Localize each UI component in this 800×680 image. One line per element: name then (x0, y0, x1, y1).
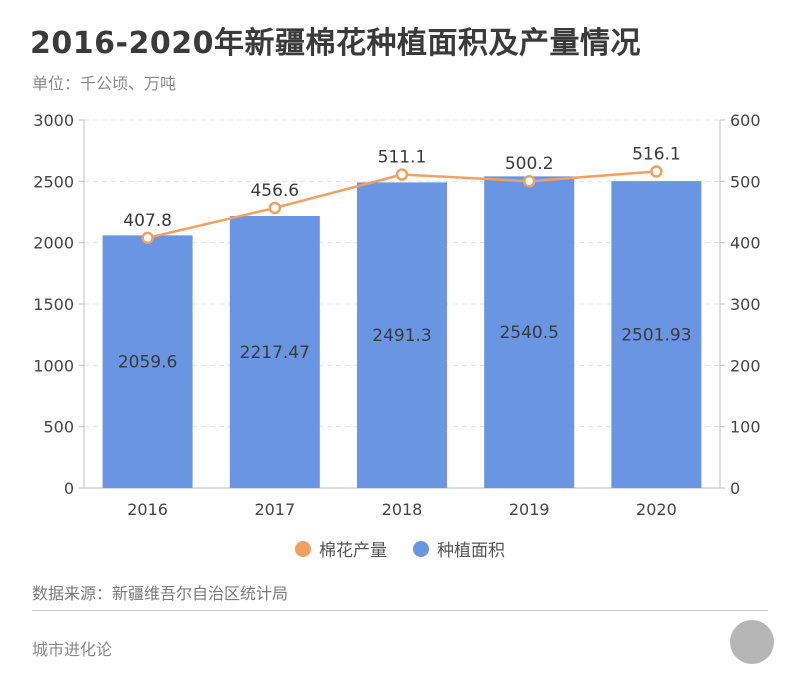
bar-value-label: 2059.6 (118, 353, 177, 373)
bar-value-label: 2491.3 (372, 326, 431, 346)
bar-2018 (357, 182, 447, 489)
bar-value-label: 2217.47 (240, 343, 310, 363)
y-right-tick-label: 300 (730, 295, 761, 314)
chart-title: 2016-2020年新疆棉花种植面积及产量情况 (30, 26, 641, 61)
y-right-tick-label: 0 (730, 479, 740, 498)
y-right-tick-label: 400 (730, 234, 761, 253)
x-tick-label: 2020 (636, 500, 677, 519)
watermark-logo (730, 620, 774, 664)
y-left-tick-label: 500 (43, 418, 74, 437)
line-value-label: 407.8 (123, 211, 172, 231)
production-point-2016 (141, 231, 154, 245)
y-left-tick-label: 3000 (33, 111, 74, 130)
y-right-tick-label: 100 (730, 418, 761, 437)
y-left-tick-label: 1000 (33, 356, 74, 375)
combo-chart: 0 500 1000 1500 2000 2500 3000 0 100 200 300 400 500… (33, 111, 761, 519)
legend-dot-area (413, 540, 429, 557)
y-right-tick-label: 500 (730, 172, 761, 191)
x-tick-label: 2019 (509, 500, 550, 519)
production-point-2019 (522, 174, 536, 188)
production-point-2020 (650, 165, 663, 178)
production-point-2017 (268, 201, 282, 215)
line-value-label: 511.1 (378, 148, 427, 168)
bar-value-label: 2501.93 (621, 326, 691, 346)
unit-note: 单位：千公顷、万吨 (32, 74, 177, 93)
legend-dot-production (295, 540, 311, 557)
production-point-2018 (395, 168, 409, 181)
legend-label-production: 棉花产量 (319, 541, 387, 561)
y-left-tick-label: 0 (64, 479, 74, 498)
y-left-tick-label: 2500 (33, 172, 74, 191)
legend-label-area: 种植面积 (437, 541, 505, 561)
data-source-note: 数据来源：新疆维吾尔自治区统计局 (32, 584, 289, 603)
y-left-tick-label: 1500 (33, 295, 74, 314)
legend-item-area[interactable]: 种植面积 (413, 536, 505, 561)
x-tick-label: 2017 (254, 500, 295, 519)
y-right-tick-label: 600 (730, 111, 761, 130)
line-value-label: 456.6 (250, 181, 299, 201)
bar-2017 (229, 215, 320, 488)
legend: 棉花产量 种植面积 (0, 536, 800, 561)
bar-2016 (102, 235, 193, 488)
x-tick-label: 2018 (382, 500, 423, 519)
line-value-label: 500.2 (505, 154, 554, 174)
y-left-tick-label: 2000 (33, 234, 74, 253)
x-tick-label: 2016 (127, 500, 168, 519)
bar-2019 (484, 176, 575, 488)
divider (32, 610, 768, 611)
bar-value-label: 2540.5 (499, 323, 558, 343)
legend-item-production[interactable]: 棉花产量 (295, 536, 387, 561)
y-right-tick-label: 200 (730, 356, 761, 375)
line-value-label: 516.1 (632, 144, 681, 164)
bar-2020 (611, 181, 702, 488)
footer-brand: 城市进化论 (32, 640, 113, 659)
